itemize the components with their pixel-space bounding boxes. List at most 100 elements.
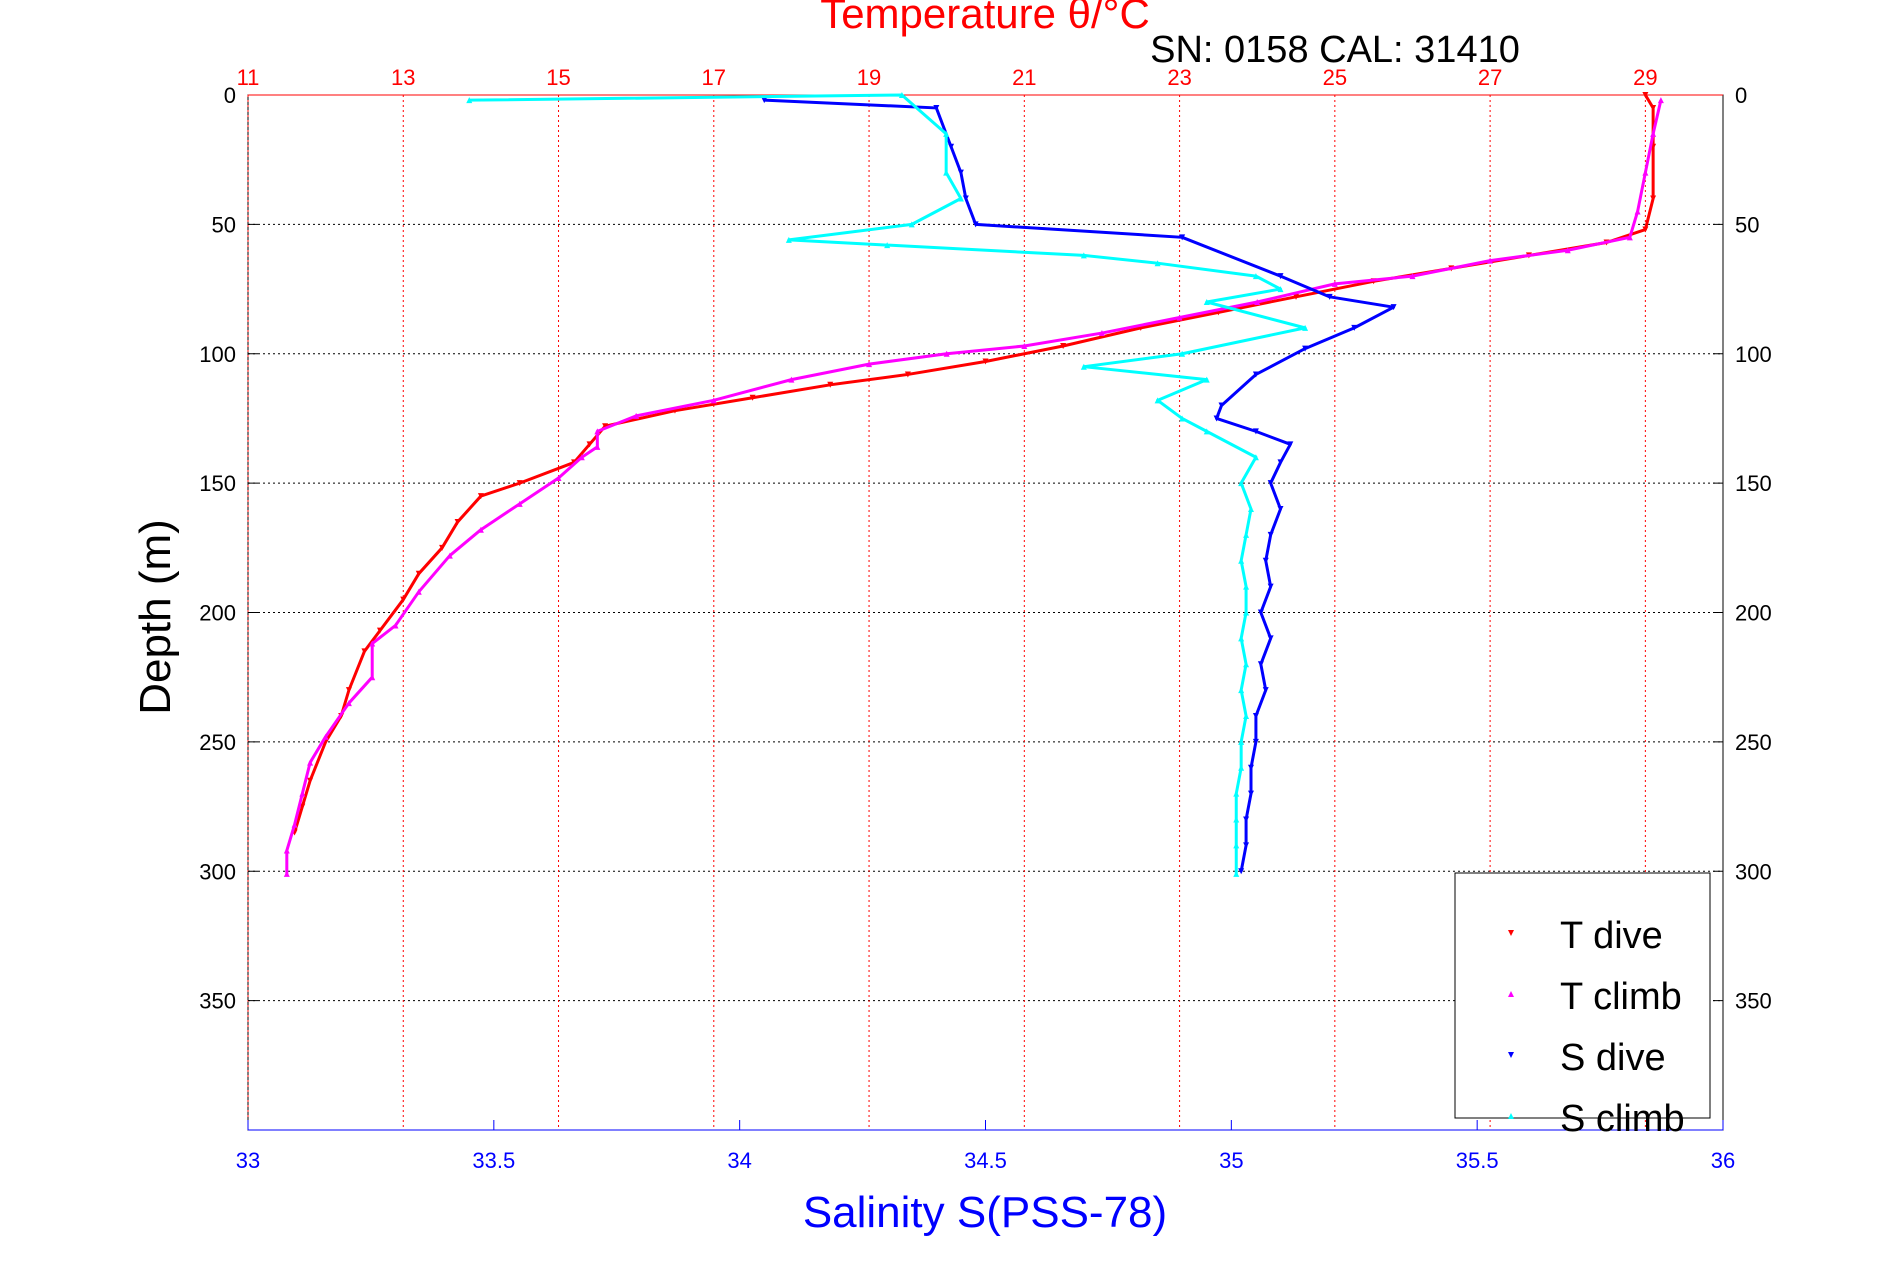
salinity-tick-label: 34 [727, 1148, 751, 1173]
data-point [1176, 314, 1183, 321]
data-point [1252, 738, 1259, 745]
data-point [1650, 130, 1657, 137]
data-point [908, 221, 915, 228]
data-point [1252, 371, 1259, 378]
data-point [477, 526, 484, 533]
data-point [1642, 226, 1649, 233]
data-point [1238, 868, 1245, 875]
y-tick-label-right: 0 [1735, 83, 1747, 108]
data-point [322, 733, 329, 740]
data-point [1248, 506, 1254, 512]
data-point [283, 870, 290, 877]
data-point [1390, 304, 1397, 311]
data-point [345, 700, 352, 707]
data-point [1179, 234, 1186, 241]
data-point [1238, 480, 1245, 487]
data-point [943, 350, 950, 357]
data-point [1277, 459, 1284, 466]
chart-subtitle: SN: 0158 CAL: 31410 [1150, 29, 1520, 71]
data-point [749, 394, 756, 401]
data-point [785, 236, 792, 243]
data-point [1248, 764, 1254, 771]
y-tick-label: 300 [199, 859, 236, 884]
series-s-dive [761, 97, 1397, 875]
data-point [1080, 252, 1087, 259]
y-tick-label: 350 [199, 989, 236, 1014]
data-point [948, 143, 955, 150]
y-tick-label-right: 100 [1735, 342, 1772, 367]
data-point [1233, 870, 1240, 877]
temperature-tick-label: 25 [1323, 65, 1347, 90]
data-point [1302, 324, 1309, 331]
data-point [972, 221, 979, 228]
data-point [710, 397, 717, 404]
data-point [1238, 687, 1245, 694]
y-tick-label: 50 [212, 212, 236, 237]
legend-label: S dive [1560, 1037, 1666, 1079]
data-point [884, 242, 891, 249]
data-point [392, 622, 399, 629]
data-point [1060, 342, 1067, 349]
data-point [1409, 273, 1416, 280]
data-point [1203, 428, 1210, 435]
data-point [1243, 609, 1250, 616]
data-point [957, 195, 964, 202]
data-point [415, 588, 422, 595]
y-tick-label-right: 250 [1735, 730, 1772, 755]
data-point [1154, 260, 1161, 267]
data-point [1634, 208, 1641, 215]
temperature-tick-label: 23 [1167, 65, 1191, 90]
data-point [933, 104, 940, 111]
data-point [1626, 234, 1633, 241]
data-point [1254, 299, 1261, 305]
data-point [633, 412, 640, 419]
y-tick-label-right: 150 [1735, 471, 1772, 496]
data-point [1277, 273, 1284, 280]
data-point [1487, 257, 1494, 264]
series-line [764, 98, 1396, 872]
data-point [1233, 790, 1240, 797]
data-point [866, 361, 873, 368]
data-point [1262, 557, 1269, 564]
data-point [594, 443, 601, 450]
data-point [1642, 92, 1649, 98]
data-point [369, 674, 376, 681]
data-point [962, 195, 969, 202]
data-point [1248, 790, 1254, 797]
temperature-tick-label: 17 [702, 65, 726, 90]
data-point [1277, 286, 1284, 293]
legend-marker [1508, 991, 1514, 997]
legend: T dive T climb S dive S climb [1454, 872, 1711, 1140]
temperature-tick-label: 21 [1012, 65, 1036, 90]
legend-marker [1508, 1113, 1514, 1119]
series-line [285, 99, 1663, 874]
data-point [982, 358, 989, 365]
data-point [376, 627, 383, 634]
data-point [1098, 330, 1105, 337]
data-point [454, 518, 461, 525]
data-point [1243, 713, 1250, 719]
legend-label: T climb [1560, 976, 1682, 1018]
data-point [1233, 842, 1240, 849]
data-point [586, 441, 593, 448]
data-point [1642, 169, 1649, 176]
data-point [369, 640, 376, 647]
data-point [1218, 402, 1225, 409]
chart-title: Temperature θ/°C [820, 0, 1150, 37]
data-point [761, 97, 768, 104]
salinity-tick-label: 33 [236, 1148, 260, 1173]
y-tick-label: 0 [224, 83, 236, 108]
data-point [516, 480, 523, 487]
data-point [446, 552, 453, 559]
data-point [415, 570, 422, 577]
legend-label: S climb [1560, 1098, 1685, 1140]
salinity-tick-label: 33.5 [472, 1148, 515, 1173]
data-point [307, 777, 314, 784]
data-point [1657, 97, 1664, 104]
data-point [1650, 195, 1657, 202]
temperature-tick-label: 13 [391, 65, 415, 90]
data-point [602, 423, 609, 430]
salinity-tick-label: 34.5 [964, 1148, 1007, 1173]
data-point [1154, 397, 1161, 404]
salinity-tick-label: 36 [1711, 1148, 1735, 1173]
